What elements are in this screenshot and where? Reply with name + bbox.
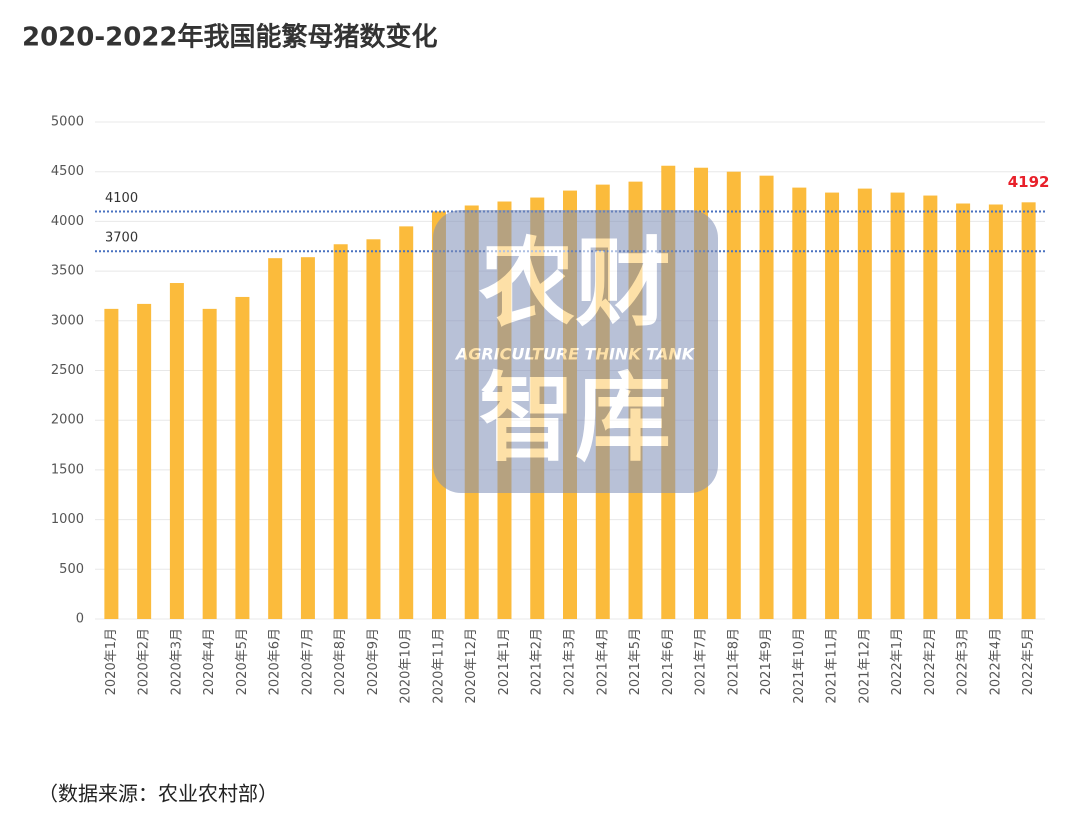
chart-title: 2020-2022年我国能繁母猪数变化 [22, 22, 438, 53]
x-tick-label: 2020年11月 [431, 628, 446, 704]
bar [104, 308, 119, 619]
x-tick-label: 2021年2月 [530, 628, 545, 695]
x-tick-label: 2020年8月 [333, 628, 348, 695]
x-tick-label: 2020年9月 [366, 628, 381, 695]
bar [169, 283, 184, 619]
x-tick-label: 2020年10月 [399, 628, 414, 704]
bar [268, 258, 283, 619]
reference-label: 4100 [105, 191, 138, 206]
bar [792, 187, 807, 619]
watermark-middle: AGRICULTURE THINK TANK [454, 345, 696, 364]
x-tick-label: 2022年5月 [1021, 628, 1036, 695]
x-tick-label: 2020年4月 [202, 628, 217, 695]
bar [857, 188, 872, 619]
y-tick-label: 3000 [51, 313, 84, 328]
x-tick-label: 2020年12月 [464, 628, 479, 704]
x-tick-label: 2020年3月 [169, 628, 184, 695]
watermark-bottom: 智库 [479, 362, 671, 474]
y-tick-label: 0 [76, 612, 84, 627]
bar [300, 257, 315, 619]
x-tick-label: 2021年4月 [595, 628, 610, 695]
bar [956, 203, 971, 619]
x-tick-label: 2021年1月 [497, 628, 512, 695]
bar [726, 171, 741, 619]
y-tick-label: 1000 [51, 512, 84, 527]
x-tick-label: 2021年5月 [628, 628, 643, 695]
bar [988, 204, 1003, 619]
x-tick-label: 2021年12月 [857, 628, 872, 704]
bar [235, 296, 250, 619]
x-tick-label: 2020年7月 [300, 628, 315, 695]
y-tick-label: 4500 [51, 164, 84, 179]
x-tick-label: 2021年6月 [661, 628, 676, 695]
y-tick-label: 4000 [51, 214, 84, 229]
y-tick-label: 2000 [51, 413, 84, 428]
watermark-box [433, 210, 718, 493]
watermark-top: 农财 [479, 227, 671, 339]
x-tick-label: 2020年2月 [137, 628, 152, 695]
bar [137, 303, 152, 619]
x-tick-label: 2021年8月 [726, 628, 741, 695]
bar [825, 192, 840, 619]
y-tick-label: 1500 [51, 462, 84, 477]
x-tick-label: 2022年2月 [923, 628, 938, 695]
bar [399, 226, 414, 619]
bar [202, 308, 217, 619]
y-tick-label: 500 [59, 562, 84, 577]
y-tick-label: 5000 [51, 115, 84, 130]
bar [1021, 202, 1036, 620]
source-note: （数据来源：农业农村部） [38, 782, 278, 806]
y-tick-label: 3500 [51, 264, 84, 279]
reference-label: 3700 [105, 231, 138, 246]
x-tick-label: 2022年4月 [988, 628, 1003, 695]
y-tick-label: 2500 [51, 363, 84, 378]
x-tick-label: 2021年9月 [759, 628, 774, 695]
x-tick-label: 2020年6月 [268, 628, 283, 695]
x-tick-label: 2022年3月 [956, 628, 971, 695]
bar [333, 244, 348, 619]
value-label: 4192 [1008, 173, 1050, 191]
x-tick-label: 2021年11月 [825, 628, 840, 704]
x-tick-label: 2021年3月 [563, 628, 578, 695]
bar [923, 195, 938, 619]
x-tick-label: 2020年5月 [235, 628, 250, 695]
x-tick-label: 2020年1月 [104, 628, 119, 695]
bar [890, 192, 905, 619]
x-tick-label: 2022年1月 [890, 628, 905, 695]
bar [759, 175, 774, 619]
x-tick-label: 2021年10月 [792, 628, 807, 704]
x-tick-label: 2021年7月 [694, 628, 709, 695]
bar [366, 239, 381, 620]
